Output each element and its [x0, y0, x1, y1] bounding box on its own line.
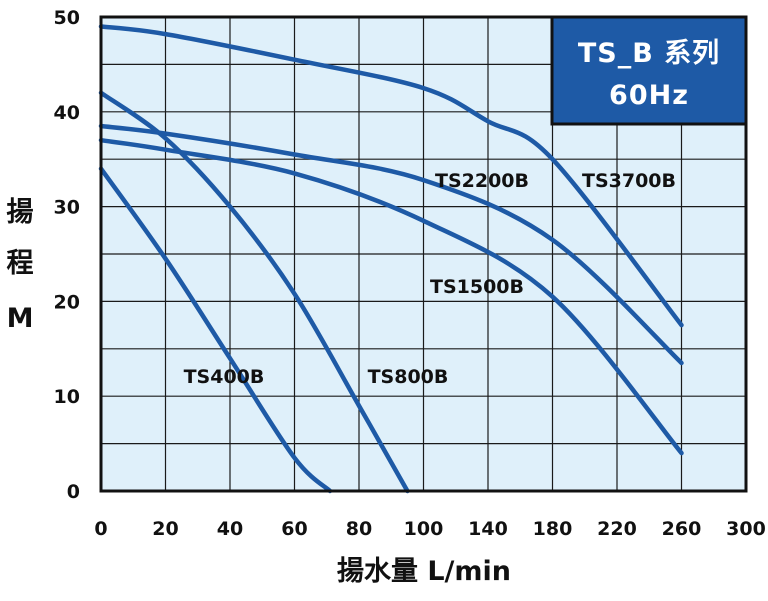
curve-label-ts2200b: TS2200B: [435, 170, 529, 192]
x-axis-label: 揚水量 L/min: [337, 556, 511, 587]
curve-label-ts800b: TS800B: [368, 366, 449, 388]
x-tick-label: 220: [597, 518, 637, 540]
curve-labels: TS400B TS800B TS1500B TS2200B TS3700B: [184, 170, 676, 388]
curve-label-ts3700b: TS3700B: [582, 170, 676, 192]
x-tick-label: 80: [346, 518, 372, 540]
curve-label-ts400b: TS400B: [184, 366, 265, 388]
x-ticks: 0 20 40 60 80 100 140 180 220 260 300: [94, 518, 765, 540]
series-badge: TS_B 系列 60Hz: [550, 15, 748, 126]
y-axis-label-3: M: [7, 303, 34, 334]
x-tick-label: 0: [94, 518, 107, 540]
y-axis-label-2: 程: [7, 248, 34, 279]
x-tick-label: 260: [662, 518, 702, 540]
badge-box: [550, 15, 748, 126]
y-tick-label: 0: [67, 481, 80, 503]
curve-ts3700b: [98, 24, 684, 328]
x-tick-label: 100: [404, 518, 444, 540]
y-tick-label: 30: [54, 197, 80, 219]
x-tick-label: 140: [468, 518, 508, 540]
y-axis-label-1: 揚: [7, 197, 34, 228]
curve-ts800b: [98, 90, 410, 494]
y-tick-label: 20: [54, 291, 80, 313]
y-tick-label: 40: [54, 102, 80, 124]
x-tick-label: 60: [281, 518, 307, 540]
x-tick-label: 180: [533, 518, 573, 540]
y-ticks: 0 10 20 30 40 50: [54, 7, 80, 503]
badge-line1: TS_B 系列: [578, 38, 720, 69]
y-tick-label: 10: [54, 386, 80, 408]
curves-group: [98, 24, 684, 494]
badge-line2: 60Hz: [609, 80, 689, 111]
plot-border: [99, 15, 748, 493]
y-tick-label: 50: [54, 7, 80, 29]
x-tick-label: 40: [217, 518, 243, 540]
curve-ts1500b: [98, 137, 684, 456]
x-tick-label: 20: [152, 518, 178, 540]
curve-ts400b: [98, 166, 333, 494]
curve-label-ts1500b: TS1500B: [430, 276, 524, 298]
x-tick-label: 300: [726, 518, 766, 540]
curve-ts2200b: [98, 123, 684, 366]
